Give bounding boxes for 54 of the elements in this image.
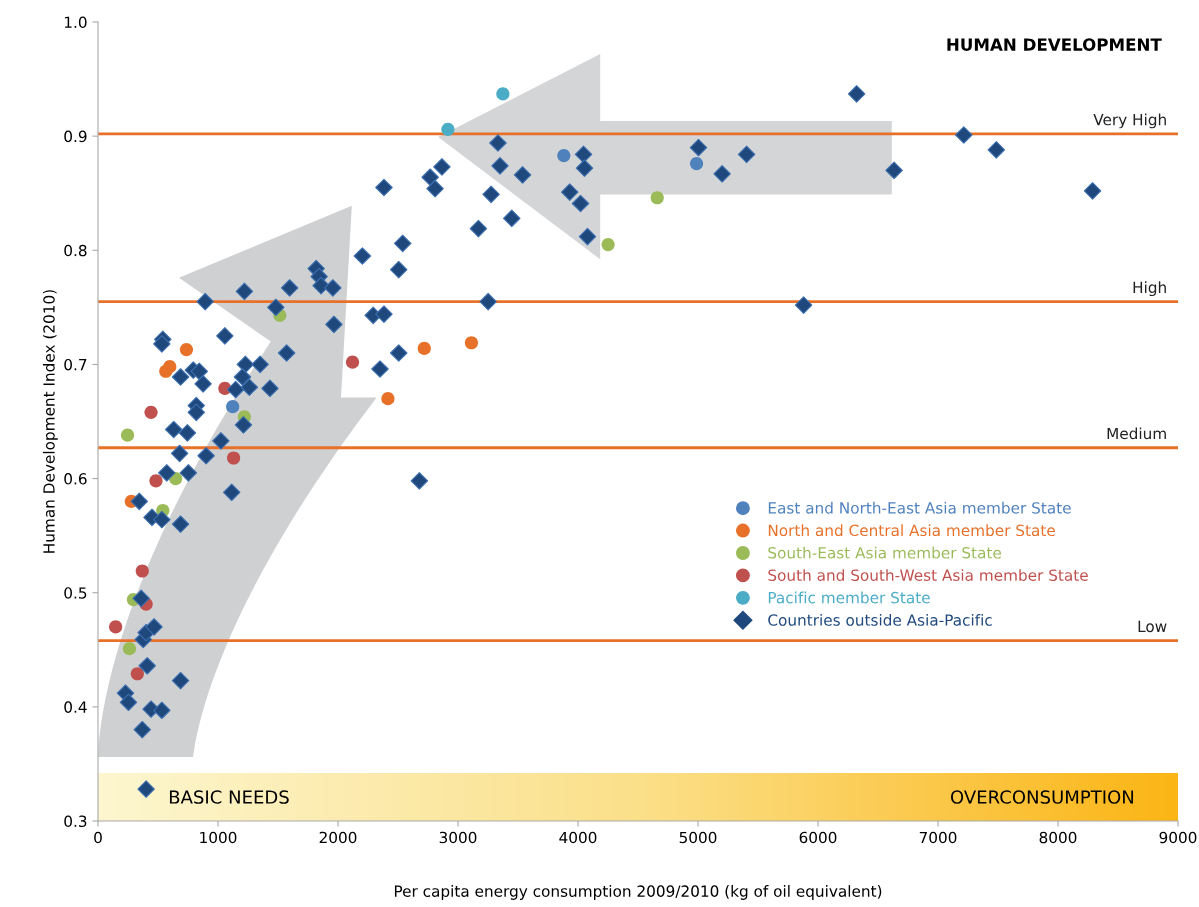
legend-label: South and South-West Asia member State xyxy=(768,569,1088,581)
legend-label: North and Central Asia member State xyxy=(768,524,1055,537)
ref-line-label: High xyxy=(1133,281,1166,297)
point xyxy=(227,451,241,465)
x-tick-label: 1000 xyxy=(200,831,237,844)
x-axis-title: Per capita energy consumption 2009/2010 (kg of oil equivalent) xyxy=(394,885,882,900)
point xyxy=(144,405,158,419)
y-tick-label: 0.4 xyxy=(64,701,87,713)
x-tick-label: 7000 xyxy=(919,831,957,844)
point xyxy=(464,336,479,350)
x-tick-label: 9000 xyxy=(1159,831,1197,844)
ref-line-label: Very High xyxy=(1093,113,1166,129)
point xyxy=(122,642,137,656)
x-tick-label: 4000 xyxy=(559,831,597,844)
point xyxy=(441,122,455,136)
y-axis-title: Human Development Index (2010) xyxy=(42,290,58,553)
legend-label: East and North-East Asia member State xyxy=(768,501,1071,514)
point xyxy=(381,392,395,406)
point xyxy=(130,667,144,681)
y-tick-label: 1.0 xyxy=(64,16,87,29)
point xyxy=(689,156,704,171)
y-tick-label: 0.3 xyxy=(64,815,87,828)
x-tick-label: 2000 xyxy=(319,831,357,844)
x-tick-label: 6000 xyxy=(799,831,837,844)
annotation: HUMAN DEVELOPMENT xyxy=(947,38,1162,51)
legend-label: Pacific member State xyxy=(768,591,930,604)
x-tick-label: 3000 xyxy=(439,831,477,844)
point xyxy=(149,474,163,488)
point xyxy=(417,341,431,356)
y-tick-label: 0.8 xyxy=(64,244,87,257)
point xyxy=(135,564,149,578)
point xyxy=(345,355,360,369)
y-tick-label: 0.5 xyxy=(64,587,87,599)
point xyxy=(163,360,177,374)
legend-label: South-East Asia member State xyxy=(768,546,1001,559)
point xyxy=(120,428,135,442)
y-tick-label: 0.6 xyxy=(64,473,87,485)
x-tick-label: 0 xyxy=(94,831,102,844)
annotation: BASIC NEEDS xyxy=(169,790,289,804)
point xyxy=(179,343,194,357)
point xyxy=(650,191,664,205)
annotation: OVERCONSUMPTION xyxy=(950,790,1134,804)
point xyxy=(601,237,615,252)
legend-label: Countries outside Asia-Pacific xyxy=(768,613,992,626)
x-tick-label: 5000 xyxy=(679,831,717,844)
y-tick-label: 0.7 xyxy=(64,358,87,371)
x-tick-label: 8000 xyxy=(1039,831,1077,844)
y-tick-label: 0.9 xyxy=(64,130,87,143)
point xyxy=(557,148,571,163)
ref-line-label: Medium xyxy=(1107,427,1166,440)
point xyxy=(109,620,123,634)
point xyxy=(226,400,240,414)
ref-line-label: Low xyxy=(1138,620,1167,633)
point xyxy=(496,87,510,101)
